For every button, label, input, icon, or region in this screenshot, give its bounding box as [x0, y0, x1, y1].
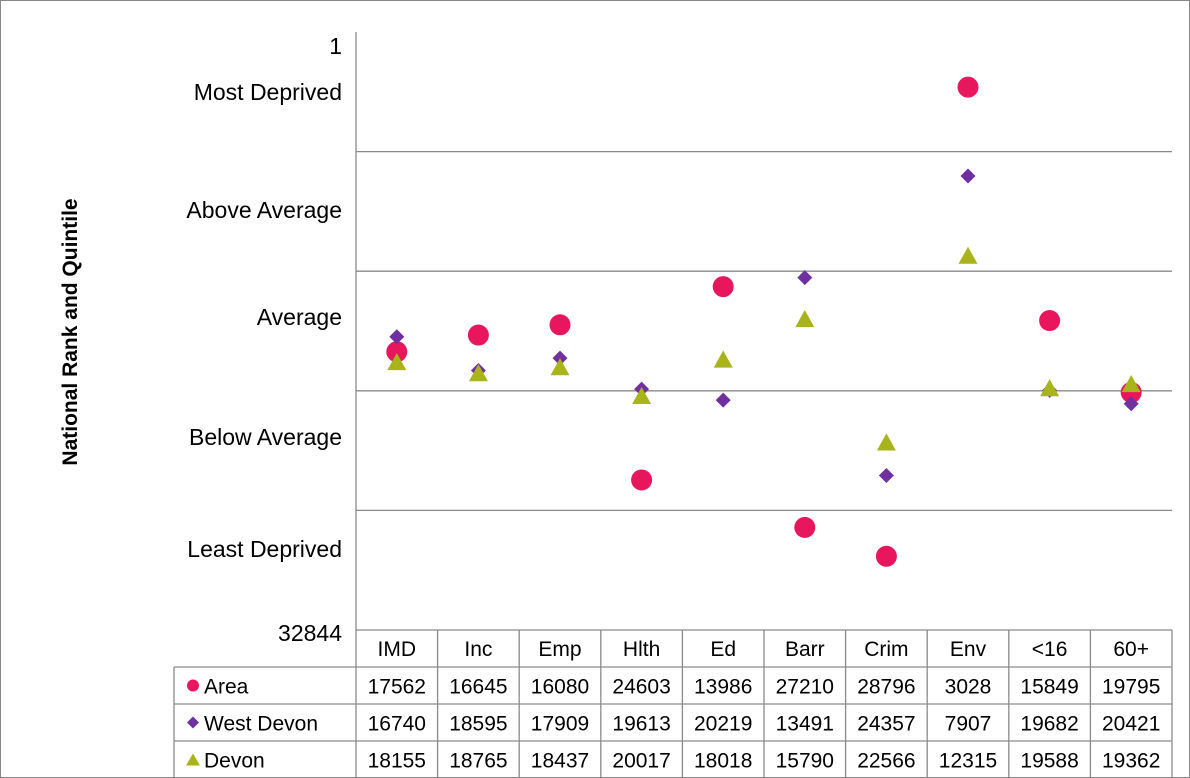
- point-area-crim: [875, 545, 897, 567]
- point-devon-inc: [468, 364, 488, 382]
- y-axis-title: National Rank and Quintile: [59, 198, 82, 465]
- point-devon-hlth: [632, 386, 652, 405]
- table-cell-west-devon-imd: 16740: [368, 713, 426, 736]
- band-label-above-average: Above Average: [186, 197, 342, 223]
- table-cell-devon-16: 19588: [1020, 750, 1078, 773]
- table-cell-west-devon-crim: 24357: [857, 713, 915, 736]
- point-west-devon-emp: [552, 350, 568, 366]
- point-devon-imd: [387, 353, 407, 371]
- point-devon-emp: [550, 358, 570, 376]
- table-cell-area-16: 15849: [1020, 676, 1078, 699]
- table-cell-west-devon-emp: 17909: [531, 713, 589, 736]
- point-devon-ed: [713, 350, 733, 368]
- point-area-imd: [386, 341, 408, 363]
- table-cell-west-devon-barr: 13491: [776, 713, 834, 736]
- table-cell-devon-inc: 18765: [449, 750, 507, 773]
- point-west-devon-imd: [389, 329, 405, 345]
- x-tick-label-inc: Inc: [464, 638, 492, 661]
- table-cell-area-barr: 27210: [776, 676, 834, 699]
- point-area-env: [957, 76, 979, 98]
- x-tick-label-emp: Emp: [538, 638, 581, 661]
- y-axis-labels: 1 32844 Most Deprived Above Average Average B…: [59, 33, 342, 646]
- table-cell-devon-emp: 18437: [531, 750, 589, 773]
- x-tick-label-barr: Barr: [785, 638, 825, 661]
- table-cell-devon-hlth: 20017: [612, 750, 670, 773]
- table-cell-devon-env: 12315: [939, 750, 997, 773]
- table-cell-area-60: 19795: [1102, 676, 1160, 699]
- legend-marker-area: [187, 679, 199, 692]
- table-cell-area-ed: 13986: [694, 676, 752, 699]
- x-tick-label-16: <16: [1032, 638, 1068, 661]
- point-area-ed: [712, 276, 734, 298]
- band-label-below-average: Below Average: [189, 424, 342, 450]
- point-area-emp: [549, 314, 571, 336]
- table-cell-area-hlth: 24603: [612, 676, 670, 699]
- table-cell-devon-ed: 18018: [694, 750, 752, 773]
- table-cell-west-devon-hlth: 19613: [612, 713, 670, 736]
- band-label-most-deprived: Most Deprived: [194, 79, 342, 105]
- legend-marker-devon: [186, 753, 200, 766]
- x-tick-label-crim: Crim: [864, 638, 908, 661]
- point-devon-crim: [876, 433, 896, 451]
- point-west-devon-env: [960, 168, 976, 184]
- y-axis-bottom-value: 32844: [278, 620, 342, 646]
- point-area-barr: [794, 516, 816, 538]
- x-tick-label-ed: Ed: [710, 638, 736, 661]
- band-label-average: Average: [257, 304, 342, 330]
- table-cell-devon-crim: 22566: [857, 750, 915, 773]
- table-cell-area-crim: 28796: [857, 676, 915, 699]
- point-devon-env: [958, 246, 978, 264]
- data-table: IMD Inc Emp Hlth Ed Barr Crim Env <16 60+ Area 1756…: [173, 629, 1173, 778]
- point-west-devon-barr: [797, 270, 813, 286]
- table-cell-west-devon-env: 7907: [945, 713, 992, 736]
- band-label-least-deprived: Least Deprived: [187, 536, 342, 562]
- table-cell-devon-barr: 15790: [776, 750, 834, 773]
- x-tick-label-hlth: Hlth: [623, 638, 660, 661]
- x-tick-label-imd: IMD: [378, 638, 417, 661]
- legend-label-west-devon: West Devon: [204, 713, 318, 736]
- legend-label-area: Area: [204, 676, 249, 699]
- point-area-inc: [467, 324, 489, 346]
- x-tick-label-60: 60+: [1113, 638, 1149, 661]
- data-points: [386, 76, 1142, 567]
- point-west-devon-ed: [715, 392, 731, 408]
- point-west-devon-60: [1123, 396, 1139, 412]
- table-cell-west-devon-inc: 18595: [449, 713, 507, 736]
- table-cell-area-imd: 17562: [368, 676, 426, 699]
- table-cell-west-devon-60: 20421: [1102, 713, 1160, 736]
- point-devon-barr: [795, 309, 815, 328]
- point-area-hlth: [631, 469, 653, 491]
- table-cell-west-devon-16: 19682: [1020, 713, 1078, 736]
- x-tick-label-env: Env: [950, 638, 987, 661]
- point-west-devon-crim: [878, 467, 894, 483]
- table-cell-area-env: 3028: [945, 676, 992, 699]
- y-axis-top-value: 1: [329, 33, 342, 59]
- table-cell-area-inc: 16645: [449, 676, 507, 699]
- table-cell-devon-imd: 18155: [368, 750, 426, 773]
- table-cell-devon-60: 19362: [1102, 750, 1160, 773]
- point-devon-16: [1040, 379, 1060, 397]
- point-devon-60: [1121, 375, 1141, 393]
- table-cell-west-devon-ed: 20219: [694, 713, 752, 736]
- grid-lines: [356, 150, 1172, 512]
- table-cell-area-emp: 16080: [531, 676, 589, 699]
- legend-marker-west-devon: [187, 716, 199, 729]
- legend-label-devon: Devon: [204, 750, 265, 773]
- point-area-16: [1039, 310, 1061, 332]
